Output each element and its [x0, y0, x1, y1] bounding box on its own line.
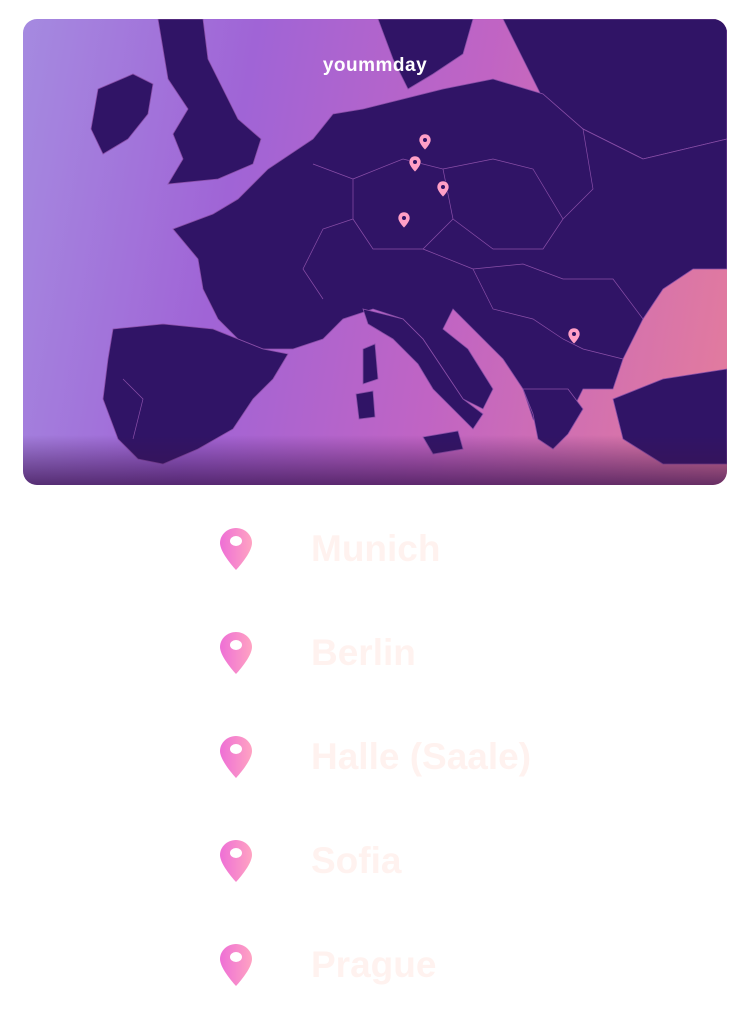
location-name: Halle (Saale) [311, 736, 532, 777]
map-pin-icon [220, 528, 252, 570]
location-item[interactable]: Sofia [218, 836, 401, 886]
map-markers [397, 133, 581, 345]
location-item[interactable]: Munich [218, 524, 440, 574]
map-bottom-shade [23, 435, 727, 485]
location-item[interactable]: Prague [218, 940, 436, 990]
brand-logo: yoummday [322, 55, 428, 76]
location-item[interactable]: Halle (Saale) [218, 732, 531, 782]
map-pin-icon [220, 944, 252, 986]
location-name: Berlin [311, 632, 416, 673]
location-name: Prague [311, 944, 437, 985]
map-land [90, 19, 727, 465]
europe-map[interactable]: yoummday [23, 19, 727, 485]
map-pin-icon [220, 632, 252, 674]
map-pin-icon [220, 840, 252, 882]
location-item[interactable]: Berlin [218, 628, 416, 678]
location-name: Munich [311, 528, 441, 569]
map-pin-icon [220, 736, 252, 778]
location-name: Sofia [311, 840, 402, 881]
